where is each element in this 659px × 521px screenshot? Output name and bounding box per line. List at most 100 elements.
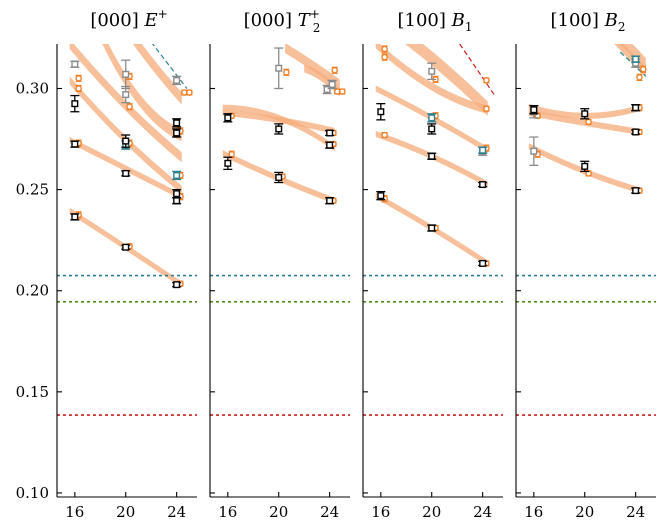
grey-point	[172, 75, 182, 86]
grey-point	[121, 59, 131, 90]
y-tick-label: 0.10	[16, 484, 49, 502]
orange-point	[381, 131, 388, 139]
x-tick-label: 24	[320, 503, 339, 521]
orange-point	[381, 45, 388, 53]
x-tick-label: 20	[116, 503, 135, 521]
panel-title: [000] E+	[90, 7, 167, 31]
title-momentum: [000]	[90, 10, 144, 31]
orange-point	[585, 118, 592, 126]
orange-point	[126, 103, 133, 111]
band-4	[619, 44, 646, 71]
band-1	[69, 137, 182, 200]
title-irrep: B	[451, 10, 465, 31]
dashed-line-0	[151, 44, 188, 89]
x-tick-label: 16	[65, 503, 84, 521]
plot-area	[363, 44, 503, 416]
x-tick-label: 24	[626, 503, 645, 521]
x-tick-label: 16	[218, 503, 237, 521]
band-2	[69, 76, 182, 194]
panel-p2: 16 20 24 [000] T+ 2	[209, 7, 350, 521]
x-tick-label: 20	[575, 503, 594, 521]
black-point	[631, 187, 641, 195]
x-tick-label: 24	[473, 503, 492, 521]
orange-point	[639, 65, 647, 73]
panel-p3: 16 20 24 [100] B1	[362, 10, 503, 521]
band-4	[304, 64, 340, 97]
black-point	[121, 169, 131, 177]
orange-point	[483, 77, 490, 84]
black-point	[172, 197, 182, 205]
y-tick-label: 0.15	[16, 383, 49, 401]
x-tick-label: 16	[524, 503, 543, 521]
black-point	[121, 134, 131, 148]
orange-point	[228, 150, 235, 158]
black-point	[376, 103, 386, 121]
orange-point	[186, 89, 193, 96]
y-tick-label: 0.30	[16, 79, 49, 97]
black-point	[172, 118, 182, 128]
panel-p1: 0.10 0.15 0.20 0.25 0.30 16 20 24 [000] E+	[16, 7, 197, 521]
plot-area	[210, 44, 350, 416]
title-momentum: [100]	[551, 10, 605, 31]
black-point	[427, 224, 437, 232]
title-irrep: B	[604, 10, 618, 31]
grey-point	[327, 79, 337, 90]
y-tick-label: 0.20	[16, 282, 49, 300]
black-point	[478, 259, 488, 267]
black-point	[529, 105, 539, 115]
title-sup: +	[158, 7, 168, 21]
black-point	[478, 181, 488, 189]
grey-point	[322, 84, 332, 95]
dashed-line-0	[459, 44, 495, 95]
orange-point	[483, 105, 490, 113]
band-2	[222, 104, 335, 152]
orange-point	[75, 74, 82, 83]
black-point	[325, 129, 335, 137]
x-tick-label: 20	[422, 503, 441, 521]
grey-point	[427, 62, 437, 81]
teal-point	[478, 146, 488, 154]
black-point	[70, 213, 80, 221]
black-point	[172, 128, 182, 138]
title-sub: 2	[313, 21, 321, 35]
black-point	[274, 123, 284, 135]
title-irrep: T	[298, 10, 312, 31]
title-sup: +	[310, 7, 320, 21]
black-point	[427, 123, 437, 135]
black-point	[172, 188, 182, 199]
black-point	[376, 190, 386, 201]
orange-point	[283, 68, 290, 76]
x-tick-label: 24	[167, 503, 186, 521]
black-point	[223, 156, 233, 171]
orange-point	[636, 73, 643, 82]
black-point	[580, 160, 590, 173]
title-momentum: [100]	[398, 10, 452, 31]
x-tick-label: 16	[371, 503, 390, 521]
black-point	[70, 140, 80, 148]
black-point	[427, 152, 437, 160]
orange-point	[339, 88, 346, 95]
x-tick-label: 20	[269, 503, 288, 521]
title-irrep: E	[143, 10, 157, 31]
panel-title: [000] T+ 2	[244, 7, 321, 35]
black-point	[631, 104, 641, 112]
panel-p4: 16 20 24 [100] B2	[515, 10, 656, 521]
teal-point	[427, 113, 437, 123]
teal-point	[631, 55, 641, 63]
black-point	[580, 108, 590, 120]
plot-area	[516, 44, 656, 416]
black-point	[223, 113, 233, 123]
black-point	[70, 94, 80, 113]
black-point	[325, 197, 335, 205]
band-2	[528, 103, 641, 119]
grey-point	[274, 47, 284, 90]
orange-point	[331, 66, 339, 74]
black-point	[631, 128, 641, 136]
teal-point	[172, 170, 182, 181]
black-point	[172, 281, 182, 289]
black-point	[325, 141, 335, 149]
panel-title: [100] B1	[398, 10, 473, 34]
orange-point	[381, 53, 388, 61]
title-sub: 1	[465, 20, 473, 34]
